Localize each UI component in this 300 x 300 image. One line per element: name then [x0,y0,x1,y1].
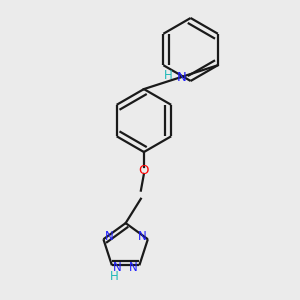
Text: O: O [139,164,149,177]
Text: H: H [110,270,118,283]
Text: N: N [105,230,113,243]
Text: N: N [113,261,122,274]
Text: N: N [177,71,187,84]
Text: N: N [138,230,146,243]
Text: N: N [129,261,138,274]
Text: H: H [164,69,173,82]
